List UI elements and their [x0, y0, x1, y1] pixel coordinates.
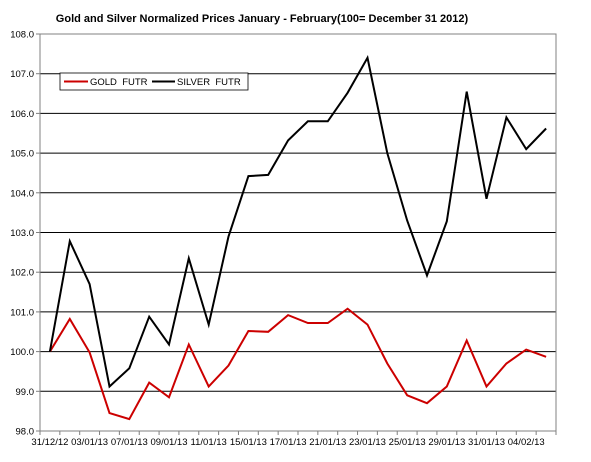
legend: GOLD FUTR SILVER FUTR — [59, 72, 249, 91]
x-tick-label: 03/01/13 — [71, 437, 108, 448]
x-tick-label: 25/01/13 — [389, 437, 426, 448]
x-tick-label: 07/01/13 — [111, 437, 148, 448]
x-tick-label: 31/12/12 — [31, 437, 68, 448]
x-tick-label: 29/01/13 — [428, 437, 465, 448]
y-axis-ticks: 98.0 99.0 100.0 101.0 102.0 103.0 104.0 105.0 10… — [10, 30, 40, 438]
legend-gold-label: GOLD FUTR — [90, 77, 148, 88]
grid-lines — [40, 73, 556, 392]
legend-silver-label: SILVER FUTR — [177, 77, 241, 88]
x-axis-ticks: 31/12/12 03/01/13 07/01/13 09/01/13 11/01/13… — [31, 431, 557, 448]
x-tick-label: 17/01/13 — [270, 437, 307, 448]
plot-area-border — [39, 33, 557, 432]
x-tick-label: 09/01/13 — [151, 437, 188, 448]
x-tick-label: 04/02/13 — [508, 437, 545, 448]
y-tick-label: 102.0 — [10, 268, 34, 279]
series-lines — [48, 55, 547, 421]
y-tick-label: 108.0 — [10, 30, 34, 41]
y-tick-label: 101.0 — [10, 307, 34, 318]
x-tick-label: 31/01/13 — [468, 437, 505, 448]
y-tick-label: 103.0 — [10, 228, 34, 239]
y-tick-label: 105.0 — [10, 149, 34, 160]
y-tick-label: 99.0 — [16, 387, 35, 398]
silver-futr-series-line — [48, 55, 547, 389]
x-tick-label: 23/01/13 — [349, 437, 386, 448]
x-tick-label: 15/01/13 — [230, 437, 267, 448]
y-tick-label: 104.0 — [10, 188, 34, 199]
gold-futr-series-line — [49, 307, 547, 421]
y-tick-label: 107.0 — [10, 69, 34, 80]
x-tick-label: 11/01/13 — [191, 437, 227, 448]
y-tick-label: 100.0 — [10, 347, 34, 358]
y-tick-label: 98.0 — [16, 427, 35, 438]
chart-title: Gold and Silver Normalized Prices Januar… — [56, 13, 469, 25]
y-tick-label: 106.0 — [10, 109, 34, 120]
x-tick-label: 21/01/13 — [309, 437, 346, 448]
